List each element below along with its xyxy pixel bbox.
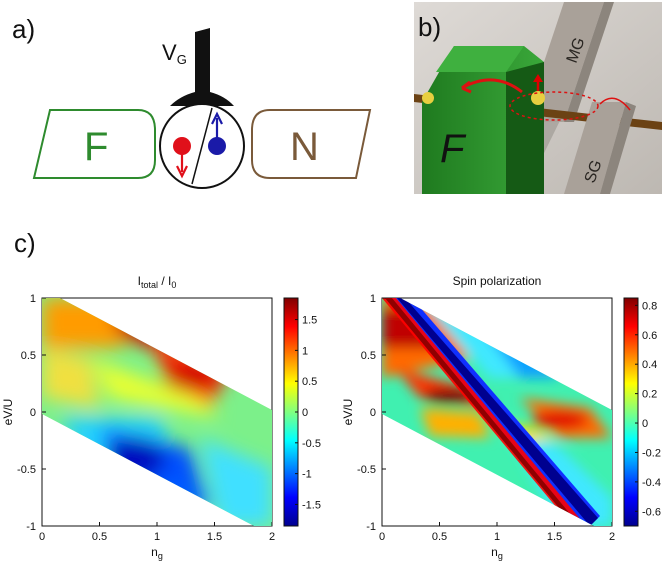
spin-polarization-cbar-tick-label-0: 0.8	[642, 300, 657, 312]
normal-lead	[251, 109, 372, 179]
ferromagnet-label: F	[84, 125, 108, 169]
spin-polarization-title: Spin polarization	[453, 274, 542, 288]
spin-polarization-ytick-label-3: -0.5	[357, 464, 376, 476]
ferromagnet-block-label: F	[440, 127, 467, 171]
spin-polarization-ytick-label-1: 0.5	[361, 350, 376, 362]
current-map-cbar-tick-label-0: 1.5	[302, 315, 317, 327]
side-gate	[564, 102, 626, 194]
spin-polarization-cbar-tick-label-5: -0.2	[642, 447, 661, 459]
spin-polarization-cbar-tick-label-7: -0.6	[642, 506, 661, 518]
side-gate-label: SG	[582, 158, 606, 186]
current-map-xtick-label-4: 2	[269, 531, 275, 543]
spin-polarization-xtick-label-4: 2	[609, 531, 615, 543]
spin-polarization-xtick-label-1: 0.5	[432, 531, 447, 543]
current-map-xtick-label-1: 0.5	[92, 531, 107, 543]
current-map-xtick-label-3: 1.5	[207, 531, 222, 543]
current-map-cbar-tick-label-1: 1	[302, 345, 308, 357]
current-map-cbar-tick-label-4: -0.5	[302, 438, 321, 450]
spin-polarization-xtick-label-2: 1	[494, 531, 500, 543]
current-map-xtick-label-0: 0	[39, 531, 45, 543]
spin-polarization-ylabel: eV/U	[341, 399, 355, 426]
spin-polarization-ytick-label-4: -1	[366, 521, 376, 533]
ferromagnet-lead	[32, 109, 156, 179]
spin-polarization-ytick-label-2: 0	[370, 407, 376, 419]
spin-polarization-xlabel: ng	[491, 545, 503, 561]
panel-a-label: a)	[12, 14, 36, 44]
spin-polarization-xtick-label-3: 1.5	[547, 531, 562, 543]
spin-polarization-xtick-label-0: 0	[379, 531, 385, 543]
current-map-ytick-label-1: 0.5	[21, 350, 36, 362]
dot-divider	[191, 107, 213, 185]
spin-polarization-cbar-tick-label-6: -0.4	[642, 477, 661, 489]
panel-c-label: c)	[14, 228, 36, 258]
spin-polarization-cbar-tick-label-2: 0.4	[642, 359, 657, 371]
panel-a-schematic: VG F N	[32, 28, 372, 189]
current-map-ytick-label-4: -1	[26, 521, 36, 533]
current-map-ytick-label-0: 1	[30, 293, 36, 305]
current-map-ytick-label-3: -0.5	[17, 464, 36, 476]
current-map-xtick-label-2: 1	[154, 531, 160, 543]
current-map-ylabel: eV/U	[1, 399, 15, 426]
current-map-title: Itotal / I0	[138, 274, 177, 290]
spin-polarization-cbar-tick-label-4: 0	[642, 418, 648, 430]
spin-polarization-ytick-label-0: 1	[370, 293, 376, 305]
dot-sphere	[531, 91, 545, 105]
current-map-cbar-tick-label-2: 0.5	[302, 376, 317, 388]
current-map-cbar-tick-label-5: -1	[302, 469, 312, 481]
spin-polarization-colorbar	[623, 297, 639, 527]
gate-base	[170, 92, 234, 106]
current-map-cbar-tick-label-3: 0	[302, 407, 308, 419]
gate-label: VG	[162, 40, 187, 67]
spin-polarization-cbar-tick-label-1: 0.6	[642, 330, 657, 342]
spin-polarization-cbar-tick-label-3: 0.2	[642, 389, 657, 401]
current-map-xlabel: ng	[151, 545, 163, 561]
coupling-loop	[509, 91, 599, 121]
gate-electrode	[195, 28, 210, 92]
panel-b-label: b)	[418, 12, 442, 42]
panel-b-device-render: MG SG F	[414, 2, 662, 194]
heatmap-figure: Itotal / I0 Spin polarization	[1, 274, 661, 561]
current-map-ytick-label-2: 0	[30, 407, 36, 419]
normal-label: N	[290, 125, 319, 169]
current-map-cbar-tick-label-6: -1.5	[302, 499, 321, 511]
